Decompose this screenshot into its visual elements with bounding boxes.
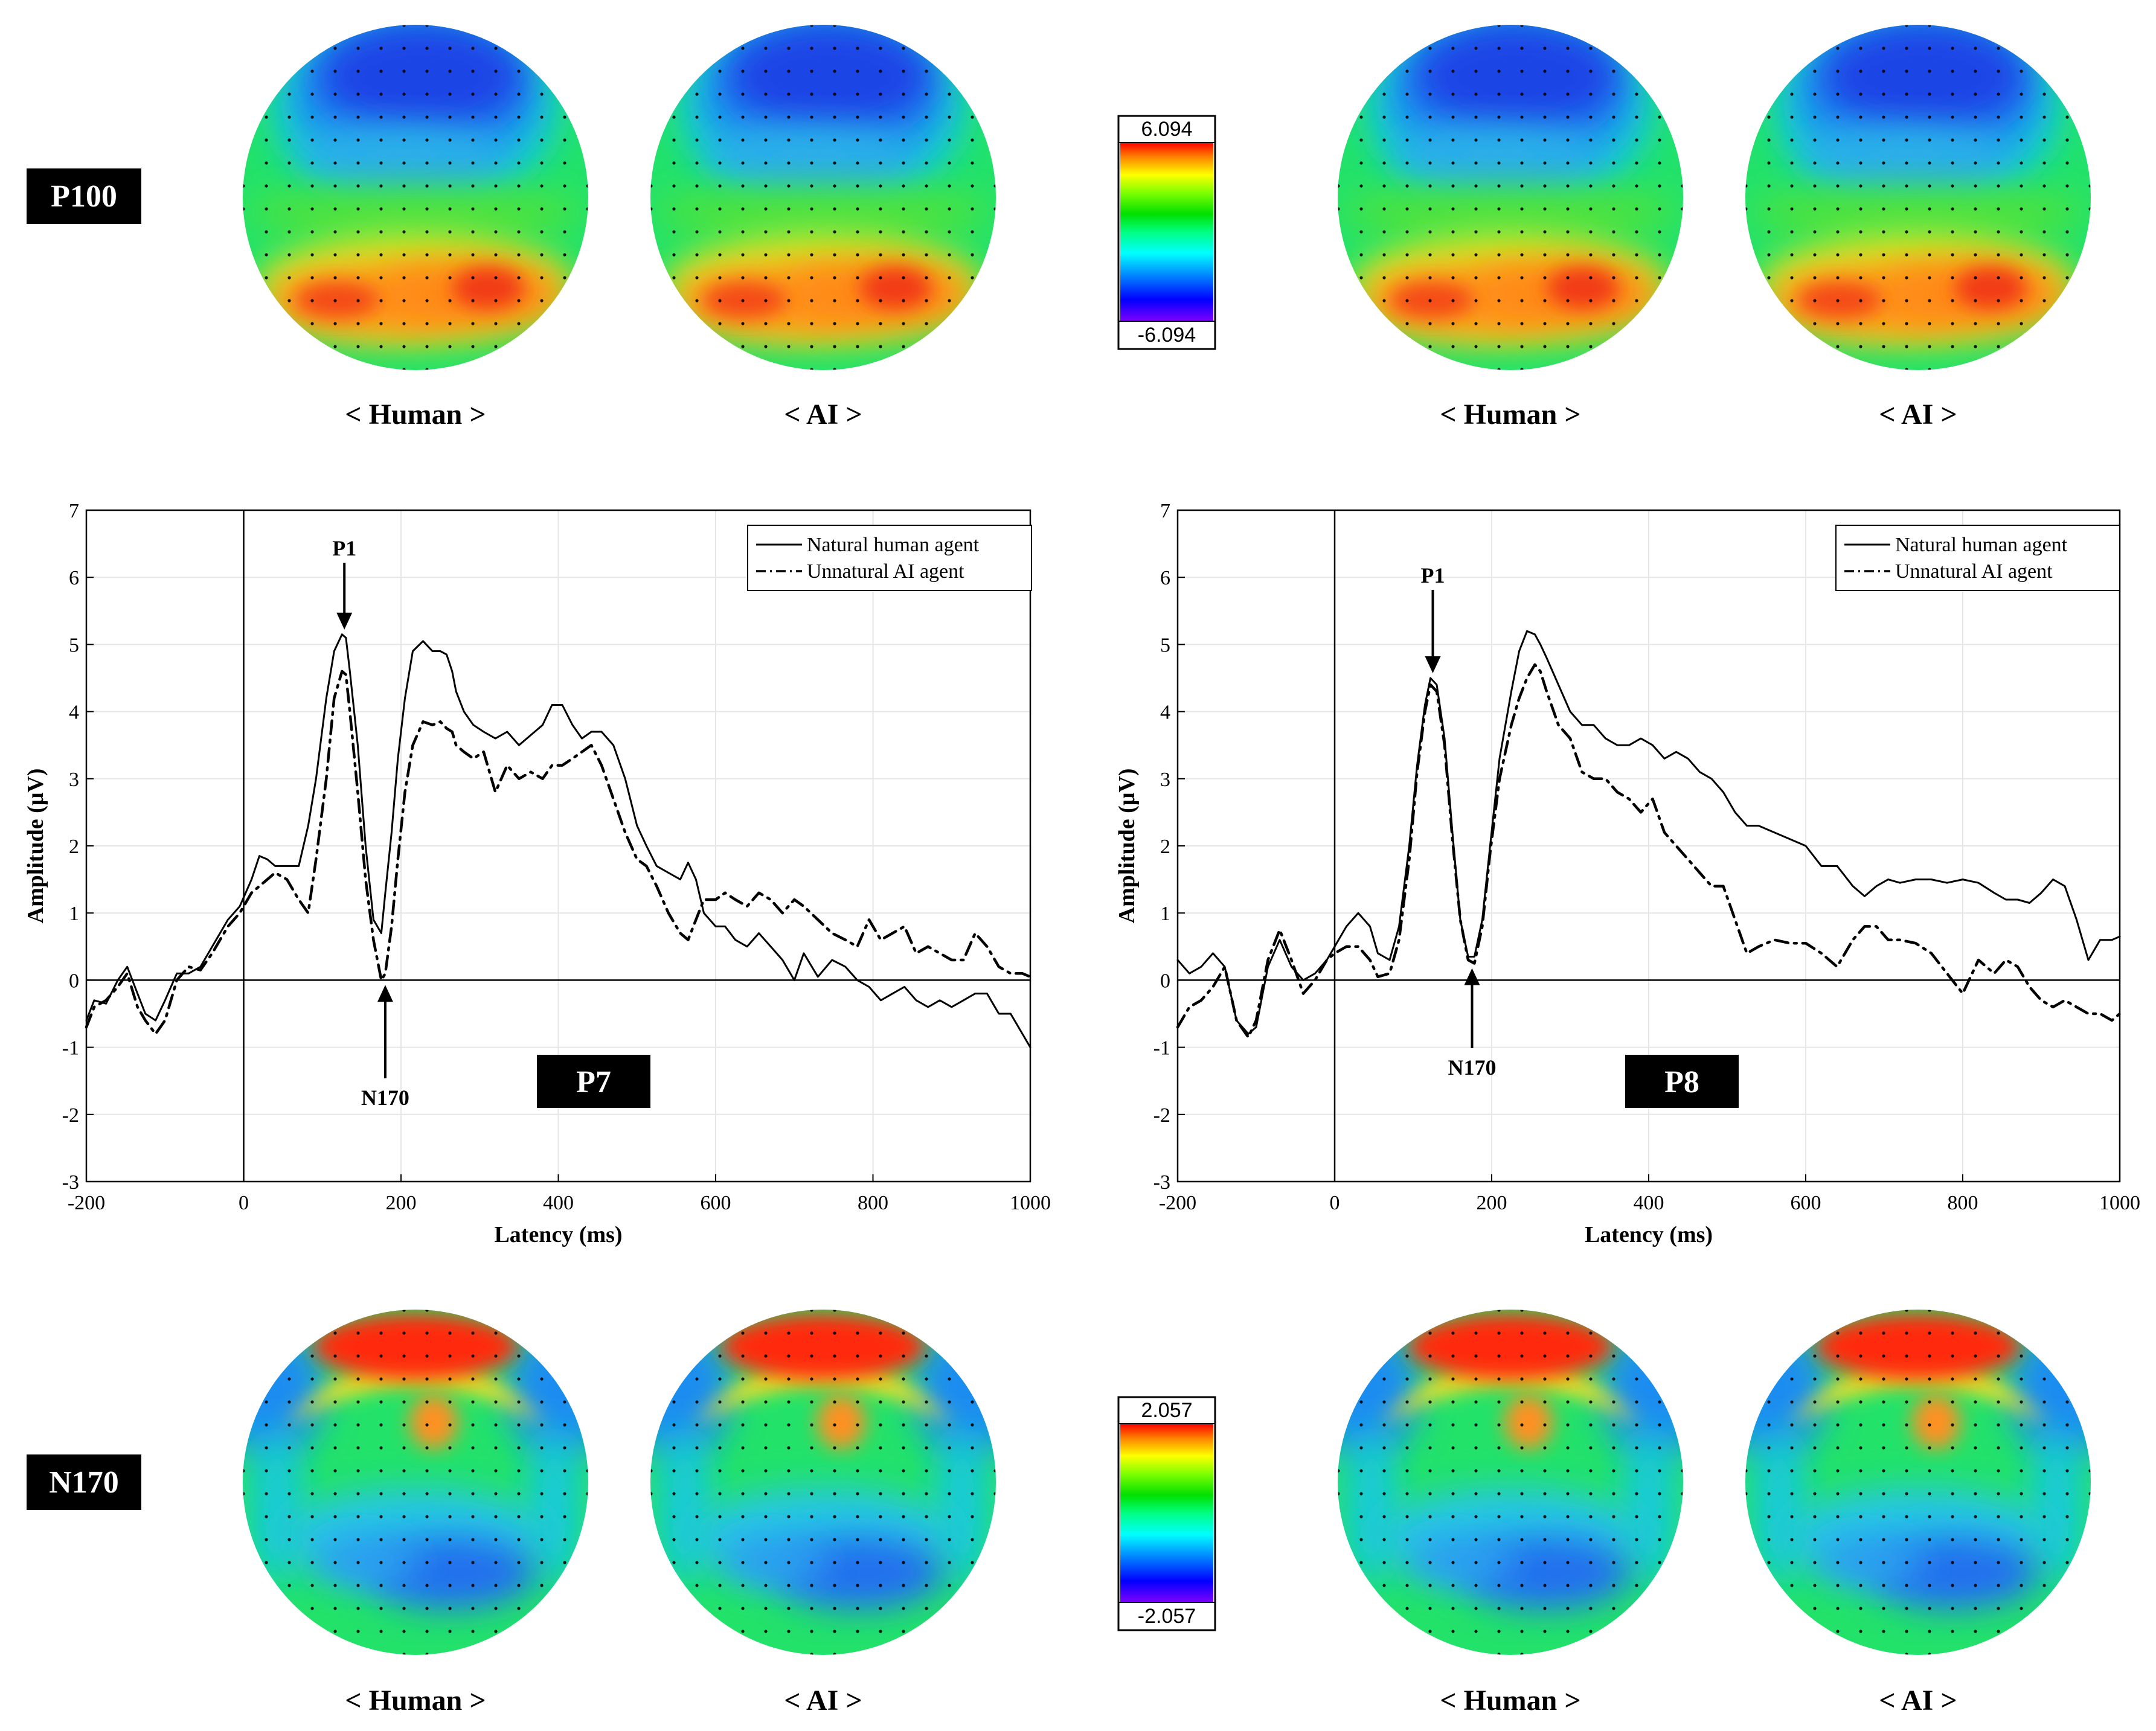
n170-ai-left-topomap — [624, 1301, 1022, 1663]
p100-colorbar: 6.094 -6.094 — [1117, 115, 1216, 350]
x-axis-label: Latency (ms) — [494, 1222, 622, 1247]
y-axis-label: Amplitude (μV) — [1114, 769, 1140, 924]
n170-human-right-topomap — [1311, 1301, 1710, 1663]
n170-ai-right-topomap — [1719, 1301, 2117, 1663]
legend-label: Natural human agent — [1895, 534, 2068, 556]
x-tick-label: 1000 — [1010, 1192, 1051, 1214]
p100-colorbar-min: -6.094 — [1138, 324, 1196, 347]
y-tick-label: 0 — [69, 970, 79, 992]
p100-ai-right-caption: < AI > — [1879, 398, 1957, 430]
legend-box — [1835, 525, 2120, 591]
y-tick-label: 6 — [69, 567, 79, 589]
y-tick-label: 4 — [1160, 702, 1170, 724]
y-tick-label: -3 — [62, 1171, 79, 1194]
channel-label: P8 — [1664, 1065, 1699, 1099]
p1-arrow-head — [1425, 656, 1441, 673]
legend-label: Unnatural AI agent — [1895, 560, 2053, 583]
p100-tag: P100 — [27, 168, 141, 224]
y-axis-label: Amplitude (μV) — [23, 769, 48, 924]
y-tick-label: 7 — [1160, 500, 1170, 522]
x-tick-label: -200 — [1159, 1192, 1196, 1214]
y-tick-label: 3 — [1160, 769, 1170, 791]
x-tick-label: 200 — [386, 1192, 417, 1214]
p1-arrow-head — [336, 612, 353, 630]
ai-agent-line — [1176, 663, 2122, 1039]
x-tick-label: 400 — [1634, 1192, 1664, 1214]
x-tick-label: 0 — [239, 1192, 249, 1214]
p1-label: P1 — [332, 536, 356, 560]
y-tick-label: 6 — [1160, 567, 1170, 589]
n170-label: N170 — [361, 1086, 409, 1110]
y-tick-label: 2 — [1160, 836, 1170, 858]
y-tick-label: 4 — [69, 702, 79, 724]
p1-label: P1 — [1421, 563, 1445, 587]
x-tick-label: 200 — [1477, 1192, 1507, 1214]
human-agent-line — [1176, 630, 2121, 1035]
x-axis-label: Latency (ms) — [1585, 1222, 1713, 1247]
y-tick-label: -1 — [1153, 1037, 1170, 1060]
ai-agent-line — [85, 670, 1032, 1035]
p100-colorbar-max: 6.094 — [1141, 118, 1192, 141]
p100-ai-left-topomap — [642, 4, 1004, 379]
p100-ai-left-caption: < AI > — [784, 398, 862, 430]
y-tick-label: -3 — [1153, 1171, 1170, 1194]
x-tick-label: 0 — [1330, 1192, 1340, 1214]
p100-human-right-topomap — [1329, 4, 1692, 379]
x-tick-label: 400 — [543, 1192, 574, 1214]
n170-colorbar-max: 2.057 — [1141, 1399, 1192, 1422]
x-tick-label: 800 — [858, 1192, 888, 1214]
human-agent-line — [85, 633, 1031, 1049]
n170-human-left-caption: < Human > — [345, 1685, 486, 1717]
p100-ai-right-topomap — [1737, 4, 2099, 379]
y-tick-label: 0 — [1160, 970, 1170, 992]
p7-erp-chart: -200 0 200 400 600 800 1000 -3 -2 -1 0 1 2 3 4 5 6 7 Laten… — [23, 500, 1051, 1247]
channel-box — [537, 1055, 650, 1108]
n170-colorbar-min: -2.057 — [1138, 1605, 1196, 1628]
n170-arrow-head — [1464, 968, 1480, 985]
y-tick-label: 1 — [69, 903, 79, 925]
y-tick-label: 7 — [69, 500, 79, 522]
n170-colorbar: 2.057 -2.057 — [1117, 1396, 1216, 1631]
channel-label: P7 — [576, 1065, 611, 1099]
svg-text:P100: P100 — [51, 179, 117, 214]
n170-arrow-head — [377, 985, 393, 1002]
legend-label: Natural human agent — [807, 534, 980, 556]
p100-human-right-caption: < Human > — [1440, 398, 1580, 430]
y-tick-label: 3 — [69, 769, 79, 791]
p100-human-left-caption: < Human > — [345, 398, 486, 430]
n170-tag: N170 — [27, 1454, 141, 1510]
y-tick-label: 1 — [1160, 903, 1170, 925]
legend-label: Unnatural AI agent — [807, 560, 964, 583]
p100-human-left-topomap — [234, 4, 597, 379]
n170-human-left-topomap — [216, 1301, 615, 1663]
y-tick-label: 5 — [69, 634, 79, 656]
n170-ai-right-caption: < AI > — [1879, 1685, 1957, 1717]
legend-box — [747, 525, 1032, 591]
x-tick-label: 600 — [701, 1192, 731, 1214]
n170-human-right-caption: < Human > — [1440, 1685, 1580, 1717]
channel-box — [1625, 1055, 1739, 1108]
y-tick-label: -2 — [62, 1104, 79, 1127]
x-tick-label: 600 — [1791, 1192, 1821, 1214]
n170-ai-left-caption: < AI > — [784, 1685, 862, 1717]
y-tick-label: -1 — [62, 1037, 79, 1060]
p8-erp-chart: -200 0 200 400 600 800 1000 -3 -2 -1 0 1 2 3 4 5 6 7 Laten… — [1114, 500, 2140, 1247]
x-tick-label: 1000 — [2099, 1192, 2140, 1214]
y-tick-label: 5 — [1160, 634, 1170, 656]
n170-label: N170 — [1448, 1055, 1497, 1080]
y-tick-label: 2 — [69, 836, 79, 858]
y-tick-label: -2 — [1153, 1104, 1170, 1127]
x-tick-label: 800 — [1948, 1192, 1978, 1214]
x-tick-label: -200 — [68, 1192, 105, 1214]
svg-text:N170: N170 — [49, 1465, 119, 1500]
